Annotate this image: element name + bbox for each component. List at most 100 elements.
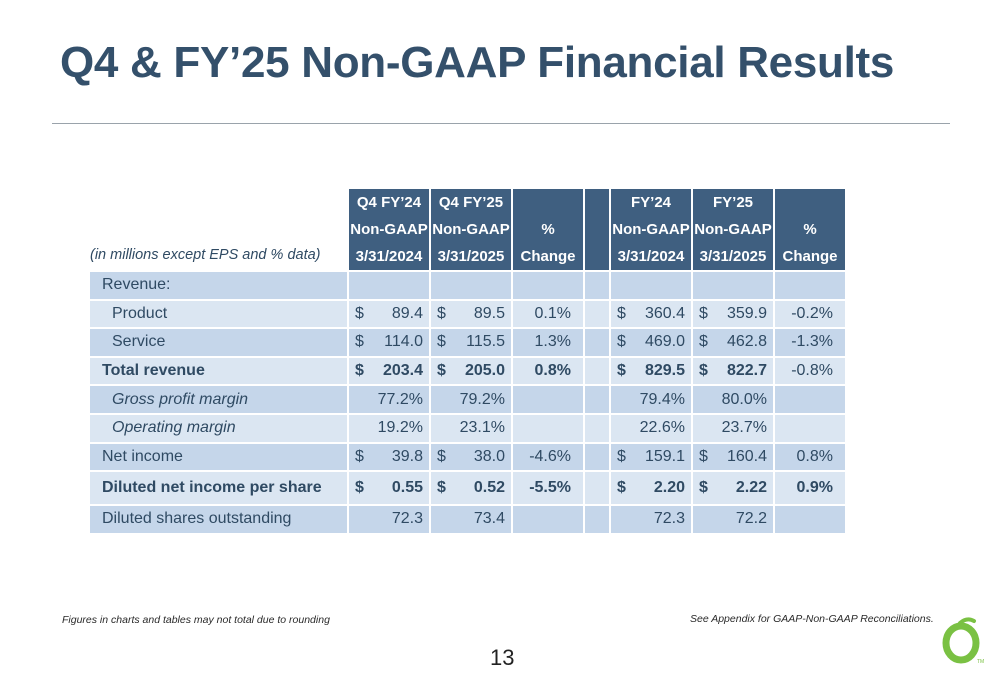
row-label: Service xyxy=(90,329,347,356)
row-label: Diluted net income per share xyxy=(90,472,347,505)
cell-gap xyxy=(585,386,609,413)
cell-q4-fy25: $115.5 xyxy=(431,329,511,356)
header-line: Change xyxy=(782,248,838,265)
row-label: Total revenue xyxy=(90,357,347,385)
cell-fy25: 23.7% xyxy=(693,414,773,442)
header-line: Change xyxy=(520,248,576,265)
cell-q-change xyxy=(513,272,583,299)
cell-fy24: 79.4% xyxy=(611,386,691,413)
cell-q4-fy25 xyxy=(431,272,511,299)
row-label: Net income xyxy=(90,443,347,471)
dollar-sign: $ xyxy=(355,333,364,351)
cell-q4-fy24: $203.4 xyxy=(349,357,429,385)
cell-q4-fy24: 77.2% xyxy=(349,386,429,413)
header-q-change: % Change xyxy=(513,189,583,270)
cell-q4-fy25: 23.1% xyxy=(431,414,511,442)
cell-q-change: -4.6% xyxy=(513,443,583,471)
appendix-footnote: See Appendix for GAAP-Non-GAAP Reconcili… xyxy=(690,613,934,625)
header-line: % xyxy=(803,221,817,238)
cell-gap xyxy=(585,272,609,299)
dollar-sign: $ xyxy=(437,333,446,351)
row-label: Gross profit margin xyxy=(90,386,347,413)
header-line: Q4 FY’24 xyxy=(356,194,422,211)
cell-q4-fy25: $89.5 xyxy=(431,300,511,328)
slide-title: Q4 & FY’25 Non-GAAP Financial Results xyxy=(60,38,895,87)
header-line: % xyxy=(541,221,555,238)
cell-value: 115.5 xyxy=(466,333,505,351)
cell-q-change xyxy=(513,414,583,442)
cell-fy25: $822.7 xyxy=(693,357,773,385)
cell-value: 114.0 xyxy=(384,333,423,351)
cell-value: 38.0 xyxy=(473,447,505,465)
cell-fy25: 72.2 xyxy=(693,506,773,533)
ring-logo-icon: TM xyxy=(942,617,984,665)
cell-q4-fy25: $0.52 xyxy=(431,472,511,505)
table-row-total-revenue: Total revenue $203.4 $205.0 0.8% $829.5 … xyxy=(90,357,845,385)
cell-value: 462.8 xyxy=(726,333,767,351)
header-q4-fy24: Q4 FY’24 Non-GAAP 3/31/2024 xyxy=(349,189,429,270)
cell-gap xyxy=(585,443,609,471)
cell-value: 72.3 xyxy=(653,510,685,528)
cell-value: 160.4 xyxy=(726,447,767,465)
dollar-sign: $ xyxy=(699,361,708,379)
dollar-sign: $ xyxy=(699,447,708,465)
dollar-sign: $ xyxy=(437,304,446,322)
header-gap xyxy=(585,189,609,270)
cell-value: 359.9 xyxy=(726,304,767,322)
cell-q-change: 0.8% xyxy=(513,357,583,385)
rounding-footnote: Figures in charts and tables may not tot… xyxy=(62,614,330,626)
dollar-sign: $ xyxy=(617,333,626,351)
cell-value: 89.5 xyxy=(473,304,505,322)
cell-fy-change xyxy=(775,272,845,299)
cell-value: 77.2% xyxy=(377,390,423,408)
cell-value: 72.3 xyxy=(391,510,423,528)
table-row-product: Product $89.4 $89.5 0.1% $360.4 $359.9 -… xyxy=(90,300,845,328)
dollar-sign: $ xyxy=(699,479,708,497)
cell-value: 159.1 xyxy=(644,447,685,465)
table-row-operating-margin: Operating margin 19.2% 23.1% 22.6% 23.7% xyxy=(90,414,845,442)
header-line: Non-GAAP xyxy=(612,221,690,238)
cell-value: 22.6% xyxy=(639,419,685,437)
cell-value: 73.4 xyxy=(473,510,505,528)
dollar-sign: $ xyxy=(355,447,364,465)
row-label: Revenue: xyxy=(90,272,347,299)
cell-value: 360.4 xyxy=(644,304,685,322)
cell-q4-fy24: $114.0 xyxy=(349,329,429,356)
cell-q4-fy24: 72.3 xyxy=(349,506,429,533)
cell-value: 79.2% xyxy=(459,390,505,408)
cell-value: 72.2 xyxy=(735,510,767,528)
cell-gap xyxy=(585,472,609,505)
table-row-gross-margin: Gross profit margin 77.2% 79.2% 79.4% 80… xyxy=(90,386,845,413)
header-line: FY’24 xyxy=(630,194,672,211)
header-line: Non-GAAP xyxy=(432,221,510,238)
cell-fy-change: 0.9% xyxy=(775,472,845,505)
cell-gap xyxy=(585,506,609,533)
header-q4-fy25: Q4 FY’25 Non-GAAP 3/31/2025 xyxy=(431,189,511,270)
cell-gap xyxy=(585,357,609,385)
dollar-sign: $ xyxy=(437,361,446,379)
cell-q-change: 1.3% xyxy=(513,329,583,356)
cell-fy-change: -1.3% xyxy=(775,329,845,356)
cell-fy25: $2.22 xyxy=(693,472,773,505)
header-fy-change: % Change xyxy=(775,189,845,270)
dollar-sign: $ xyxy=(617,304,626,322)
row-label: Diluted shares outstanding xyxy=(90,506,347,533)
dollar-sign: $ xyxy=(617,479,626,497)
header-fy24: FY’24 Non-GAAP 3/31/2024 xyxy=(611,189,691,270)
header-line: Q4 FY’25 xyxy=(438,194,504,211)
table-header-row: (in millions except EPS and % data) Q4 F… xyxy=(90,189,845,270)
cell-fy24: 22.6% xyxy=(611,414,691,442)
trademark-mark: TM xyxy=(977,659,984,665)
cell-value: 39.8 xyxy=(391,447,423,465)
cell-value: 2.22 xyxy=(735,479,767,497)
cell-q4-fy24 xyxy=(349,272,429,299)
cell-fy-change: -0.2% xyxy=(775,300,845,328)
row-label: Product xyxy=(90,300,347,328)
cell-value: 0.52 xyxy=(473,479,505,497)
header-line: 3/31/2024 xyxy=(617,248,685,265)
cell-q-change xyxy=(513,386,583,413)
cell-value: 19.2% xyxy=(377,419,423,437)
title-divider xyxy=(52,123,950,124)
cell-value: 469.0 xyxy=(644,333,685,351)
dollar-sign: $ xyxy=(699,333,708,351)
